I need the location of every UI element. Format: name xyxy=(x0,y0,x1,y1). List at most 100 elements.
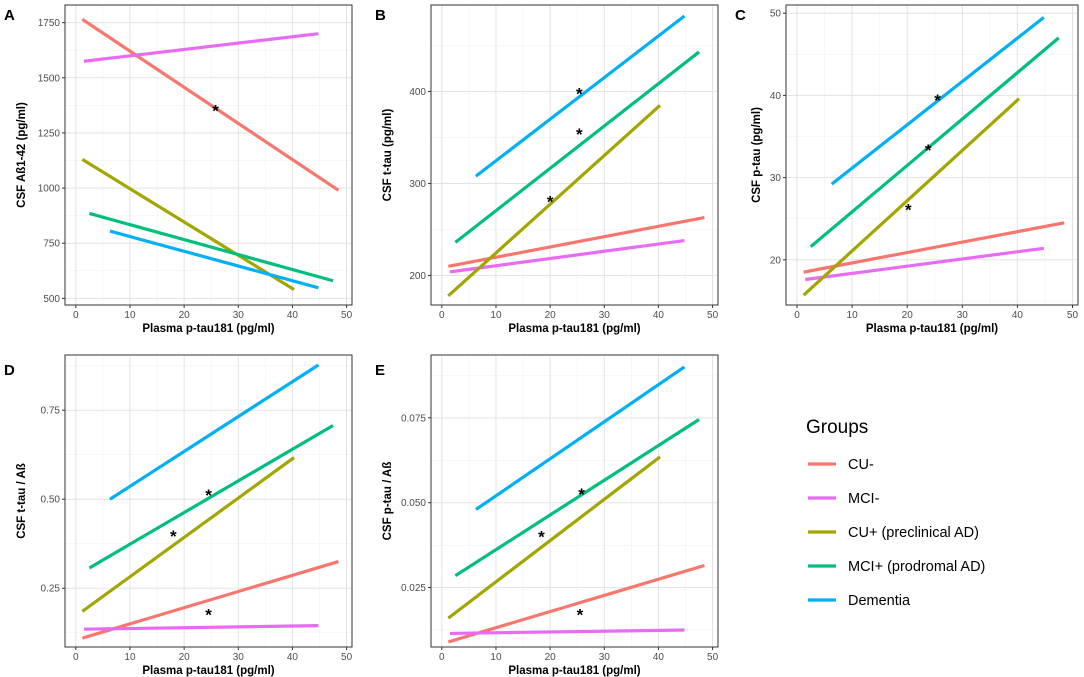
legend-label-mci-plus: MCI+ (prodromal AD) xyxy=(848,559,985,575)
y-tick-label: 1000 xyxy=(38,184,61,195)
y-tick-label: 0.25 xyxy=(41,584,61,595)
series-line-mci-plus-prodromal-ad xyxy=(454,418,700,578)
y-tick-label: 200 xyxy=(409,271,426,282)
panel-border-d xyxy=(64,354,353,648)
significance-star: * xyxy=(934,91,941,110)
x-tick-label: 30 xyxy=(599,652,611,663)
x-tick-label: 10 xyxy=(490,652,502,663)
series-line-dementia xyxy=(475,365,686,511)
y-axis-label-c: CSF p-tau (pg/ml) xyxy=(751,107,763,203)
x-tick-label: 50 xyxy=(707,652,719,663)
significance-star: * xyxy=(212,102,219,121)
series-line-mci-minus xyxy=(449,238,685,274)
y-tick-label: 50 xyxy=(770,9,782,20)
panel-letter-c: C xyxy=(735,7,746,24)
panel-border-b xyxy=(430,4,719,306)
x-tick-label: 10 xyxy=(124,652,136,663)
series-line-cu-minus xyxy=(81,560,339,640)
y-tick-label: 750 xyxy=(43,239,60,250)
significance-star: * xyxy=(547,192,554,211)
series-line-cu-minus xyxy=(803,221,1065,274)
significance-star: * xyxy=(538,527,545,546)
panel-border-e xyxy=(430,354,719,648)
x-tick-label: 40 xyxy=(653,652,665,663)
y-tick-label: 20 xyxy=(770,255,782,266)
y-tick-label: 1750 xyxy=(38,18,61,29)
series-line-cu-plus-preclinical-ad xyxy=(81,456,295,613)
x-tick-label: 0 xyxy=(73,310,79,321)
legend-label-dementia: Dementia xyxy=(848,593,911,609)
significance-star: * xyxy=(905,200,912,219)
y-axis-label-d: CSF t-tau / Aß xyxy=(16,463,28,539)
series-line-cu-minus xyxy=(447,563,705,644)
legend-label-mci-minus: MCI- xyxy=(848,491,880,507)
significance-star: * xyxy=(925,141,932,160)
significance-star: * xyxy=(205,605,212,624)
panel-letter-a: A xyxy=(4,7,15,24)
y-axis-label-a: CSF Aß1-42 (pg/ml) xyxy=(16,102,28,208)
x-axis-label-e: Plasma p-tau181 (pg/ml) xyxy=(508,665,640,677)
panel-letter-d: D xyxy=(4,362,15,379)
x-tick-label: 10 xyxy=(847,310,859,321)
x-tick-label: 50 xyxy=(341,652,353,663)
x-tick-label: 10 xyxy=(490,310,502,321)
y-tick-label: 30 xyxy=(770,173,782,184)
x-tick-label: 0 xyxy=(439,652,445,663)
x-tick-label: 50 xyxy=(341,310,353,321)
series-line-mci-minus xyxy=(805,246,1045,282)
significance-star: * xyxy=(578,485,585,504)
significance-star: * xyxy=(576,125,583,144)
x-tick-label: 50 xyxy=(707,310,719,321)
plot-area-d xyxy=(65,355,352,647)
series-line-cu-plus-preclinical-ad xyxy=(447,104,662,297)
x-axis-label-a: Plasma p-tau181 (pg/ml) xyxy=(142,323,274,335)
panel-e: E * * * 0 10 20 30 40 50 0.025 0.050 0.075 Plasma p-t… xyxy=(375,354,719,677)
x-tick-label: 0 xyxy=(73,652,79,663)
x-tick-label: 50 xyxy=(1067,310,1079,321)
series-line-cu-minus xyxy=(81,18,340,192)
series-line-cu-plus-preclinical-ad xyxy=(802,97,1021,297)
series-line-dementia xyxy=(109,363,320,501)
y-axis-label-b: CSF t-tau (pg/ml) xyxy=(382,109,394,202)
y-tick-label: 1500 xyxy=(38,73,61,84)
series-line-mci-plus-prodromal-ad xyxy=(809,36,1060,248)
y-axis-label-e: CSF p-tau / Aß xyxy=(382,462,394,541)
legend: Groups CU- MCI- CU+ (preclinical AD) MCI… xyxy=(806,417,985,609)
panel-border-c xyxy=(785,4,1079,306)
x-tick-label: 20 xyxy=(179,310,191,321)
x-axis-label-b: Plasma p-tau181 (pg/ml) xyxy=(508,323,640,335)
x-tick-label: 30 xyxy=(957,310,969,321)
x-tick-label: 40 xyxy=(653,310,665,321)
significance-star: * xyxy=(577,605,584,624)
y-tick-label: 40 xyxy=(770,91,782,102)
x-tick-label: 20 xyxy=(545,310,557,321)
legend-label-cu-minus: CU- xyxy=(848,457,874,473)
series-line-dementia xyxy=(474,14,686,178)
series-line-cu-plus-preclinical-ad xyxy=(447,455,662,620)
y-tick-label: 0.025 xyxy=(401,583,426,594)
x-tick-label: 40 xyxy=(1012,310,1024,321)
plot-area-a xyxy=(65,5,352,305)
y-tick-label: 400 xyxy=(409,87,426,98)
x-tick-label: 30 xyxy=(233,310,245,321)
y-tick-label: 0.050 xyxy=(401,498,426,509)
y-tick-label: 300 xyxy=(409,179,426,190)
x-axis-label-d: Plasma p-tau181 (pg/ml) xyxy=(142,665,274,677)
series-line-dementia xyxy=(830,16,1045,186)
series-line-mci-plus-prodromal-ad xyxy=(88,211,334,283)
x-tick-label: 10 xyxy=(124,310,136,321)
x-tick-label: 40 xyxy=(287,310,299,321)
panel-c: C * * * 0 10 20 30 40 50 20 30 40 50 Plasma p-tau181 (… xyxy=(735,4,1079,335)
y-tick-label: 1250 xyxy=(38,128,61,139)
series-line-mci-plus-prodromal-ad xyxy=(454,50,701,244)
significance-star: * xyxy=(205,486,212,505)
panel-border-a xyxy=(64,4,353,306)
series-line-mci-minus xyxy=(83,624,319,631)
significance-star: * xyxy=(576,85,583,104)
x-tick-label: 40 xyxy=(287,652,299,663)
y-tick-label: 500 xyxy=(43,294,60,305)
y-tick-label: 0.75 xyxy=(41,406,61,417)
panel-d: D * * * 0 10 20 30 40 50 0.25 0.50 0.75 Plasma p-tau1… xyxy=(4,354,353,677)
x-tick-label: 0 xyxy=(439,310,445,321)
